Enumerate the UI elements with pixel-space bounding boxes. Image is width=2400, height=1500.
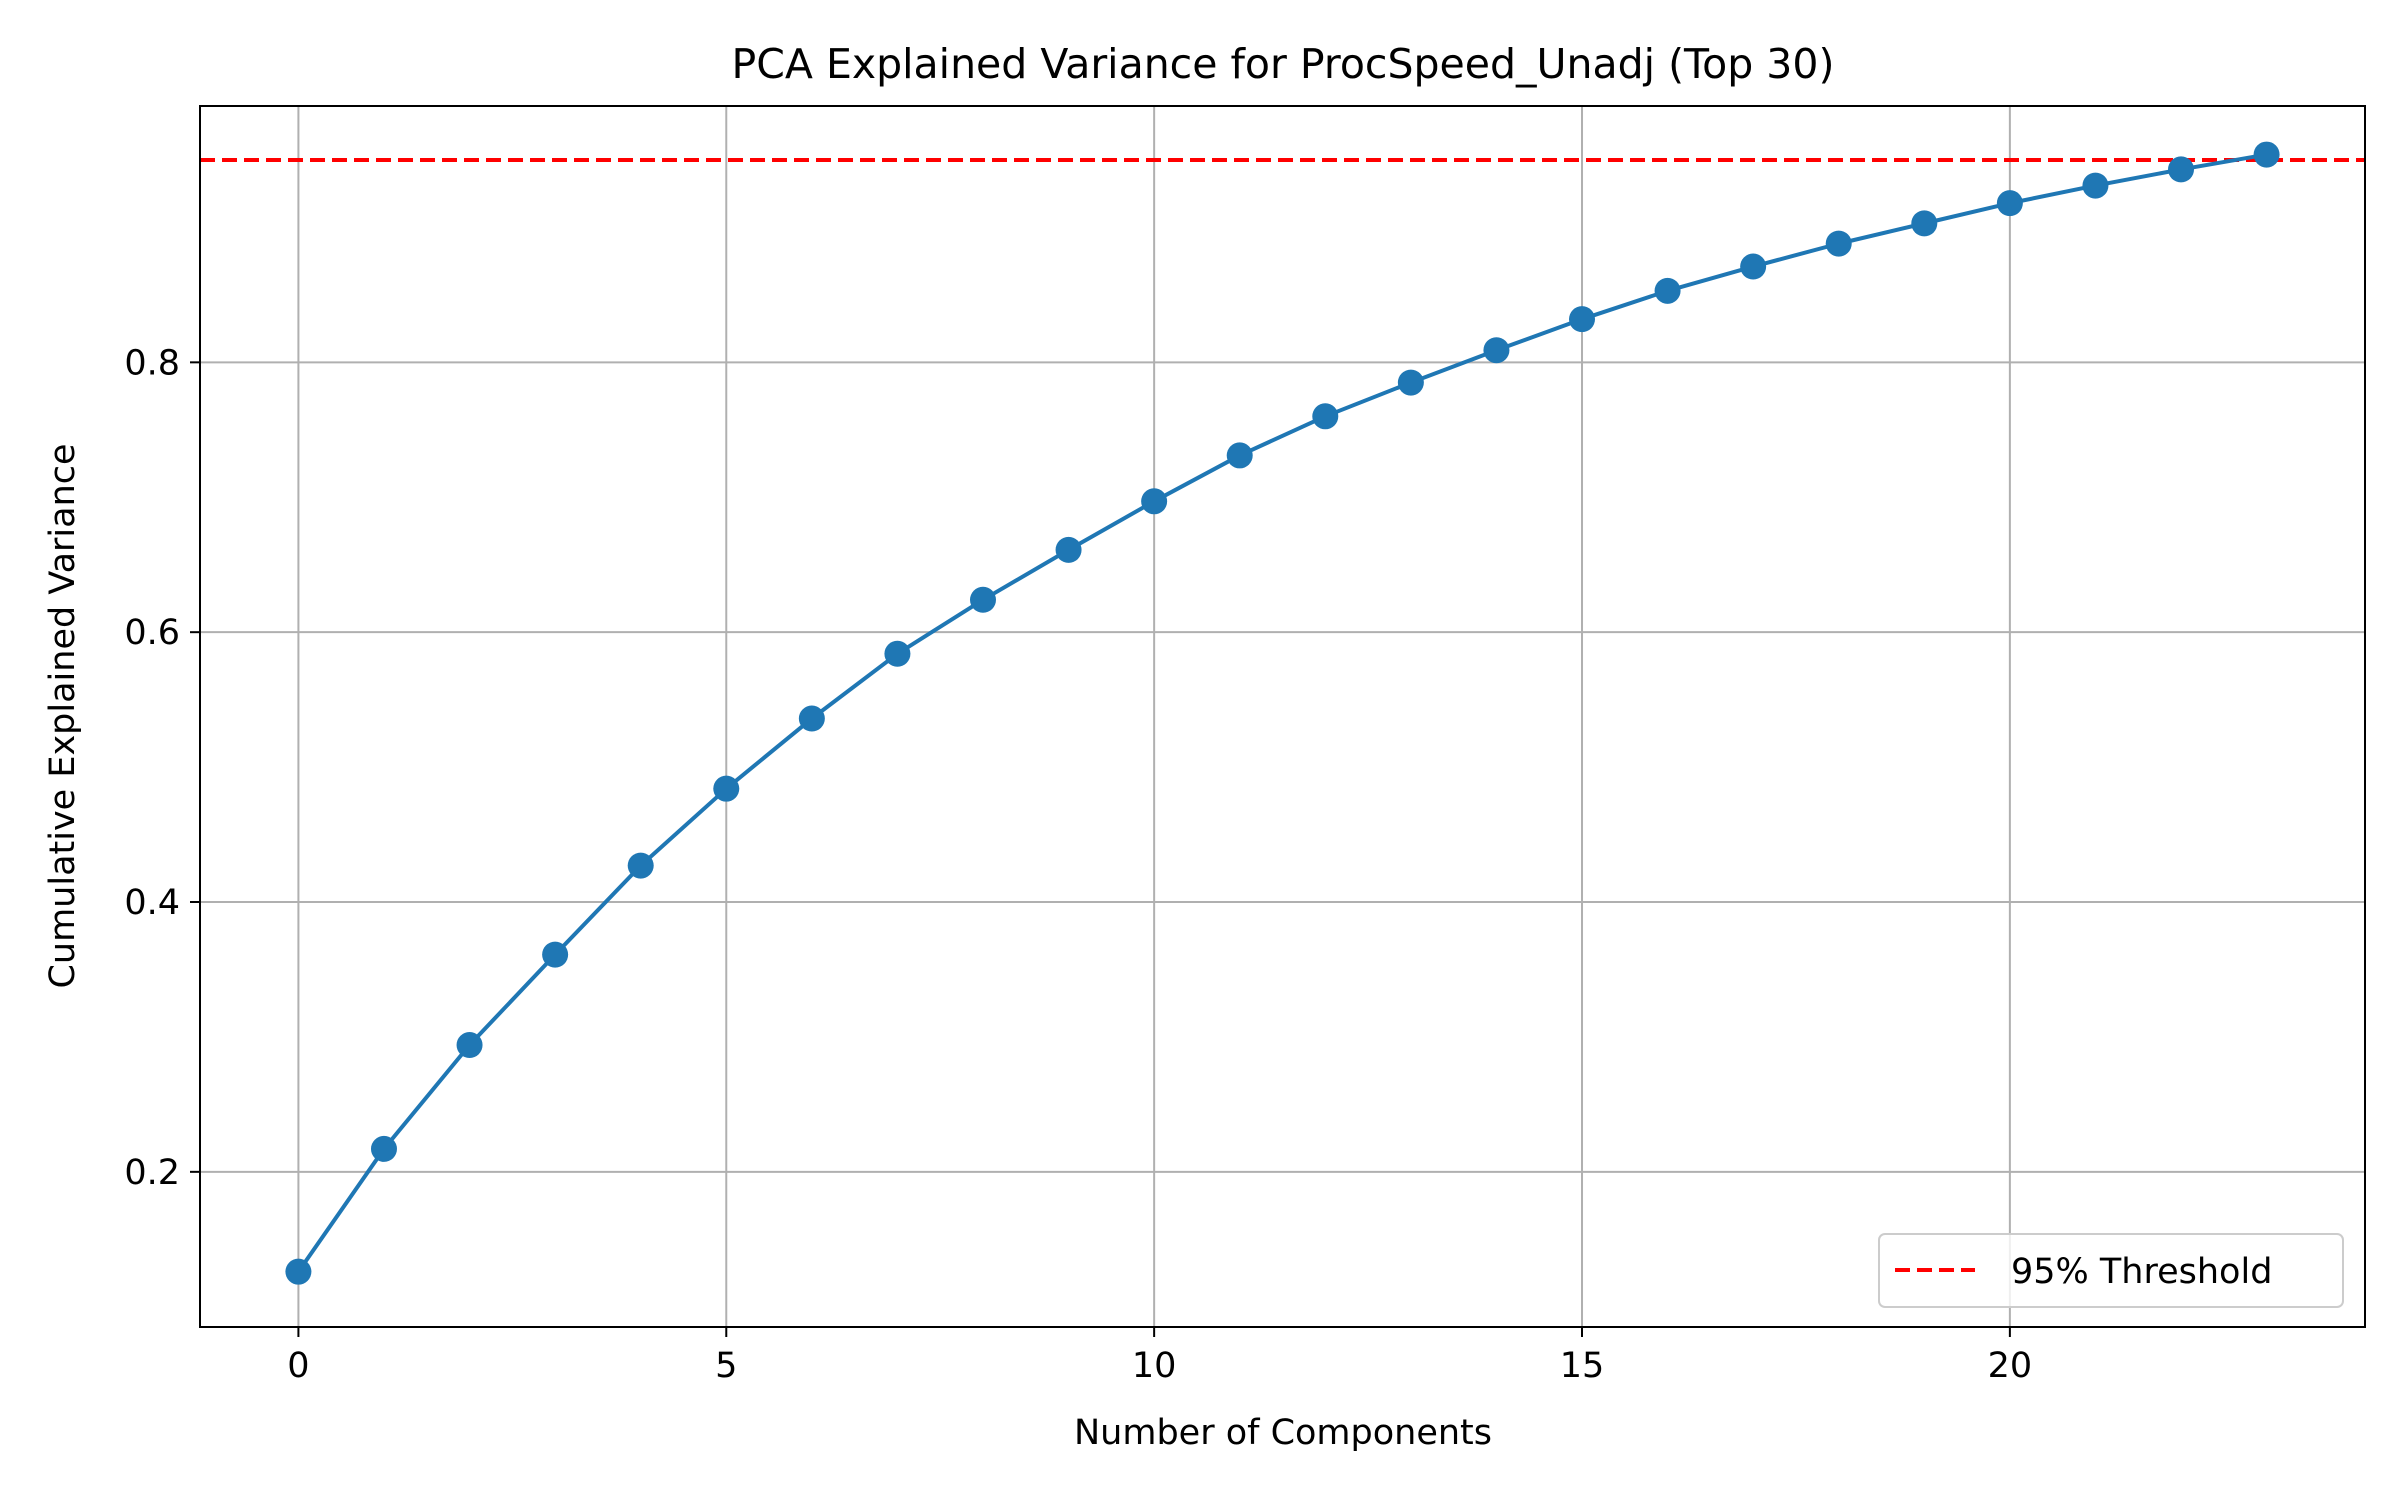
data-point [1911,210,1938,237]
y-tick-label: 0.2 [124,1153,180,1193]
data-point [2253,141,2280,168]
x-axis-ticks: 0 5 10 15 20 [287,1327,2032,1386]
data-point [2082,172,2109,199]
data-point [1654,277,1681,304]
x-tick-label: 15 [1560,1346,1605,1386]
data-point [2168,156,2195,183]
data-point [542,941,569,968]
data-point [1483,337,1510,364]
data-point [1226,442,1253,469]
data-point [370,1135,397,1162]
data-point [627,852,654,879]
legend-threshold-label: 95% Threshold [2011,1252,2272,1292]
data-point [1397,369,1424,396]
x-tick-label: 20 [1988,1346,2033,1386]
data-point [285,1258,312,1285]
plot-frame [199,105,2366,1328]
data-point [1312,403,1339,430]
legend: 95% Threshold [1878,1233,2344,1308]
legend-box [1878,1233,2344,1308]
grid-lines [200,106,2365,1327]
data-point [456,1032,483,1059]
y-axis-label: Cumulative Explained Variance [43,443,83,988]
x-axis-label: Number of Components [1074,1413,1492,1453]
data-point [713,775,740,802]
data-point [1996,190,2023,217]
data-point [969,586,996,613]
y-tick-label: 0.8 [124,343,180,383]
data-point [1055,536,1082,563]
y-tick-label: 0.4 [124,883,180,923]
data-point [1740,253,1767,280]
data-point [1825,230,1852,257]
x-tick-label: 0 [287,1346,309,1386]
series-layer [285,141,2280,1285]
series-line [296,152,2267,1273]
chart-title: PCA Explained Variance for ProcSpeed_Una… [732,40,1835,88]
y-tick-label: 0.6 [124,613,180,653]
data-point [798,705,825,732]
data-point [884,640,911,667]
data-point [1569,306,1596,333]
y-axis-ticks: 0.2 0.4 0.6 0.8 [124,343,200,1193]
data-point [1141,488,1168,515]
x-tick-label: 10 [1132,1346,1177,1386]
x-tick-label: 5 [715,1346,737,1386]
